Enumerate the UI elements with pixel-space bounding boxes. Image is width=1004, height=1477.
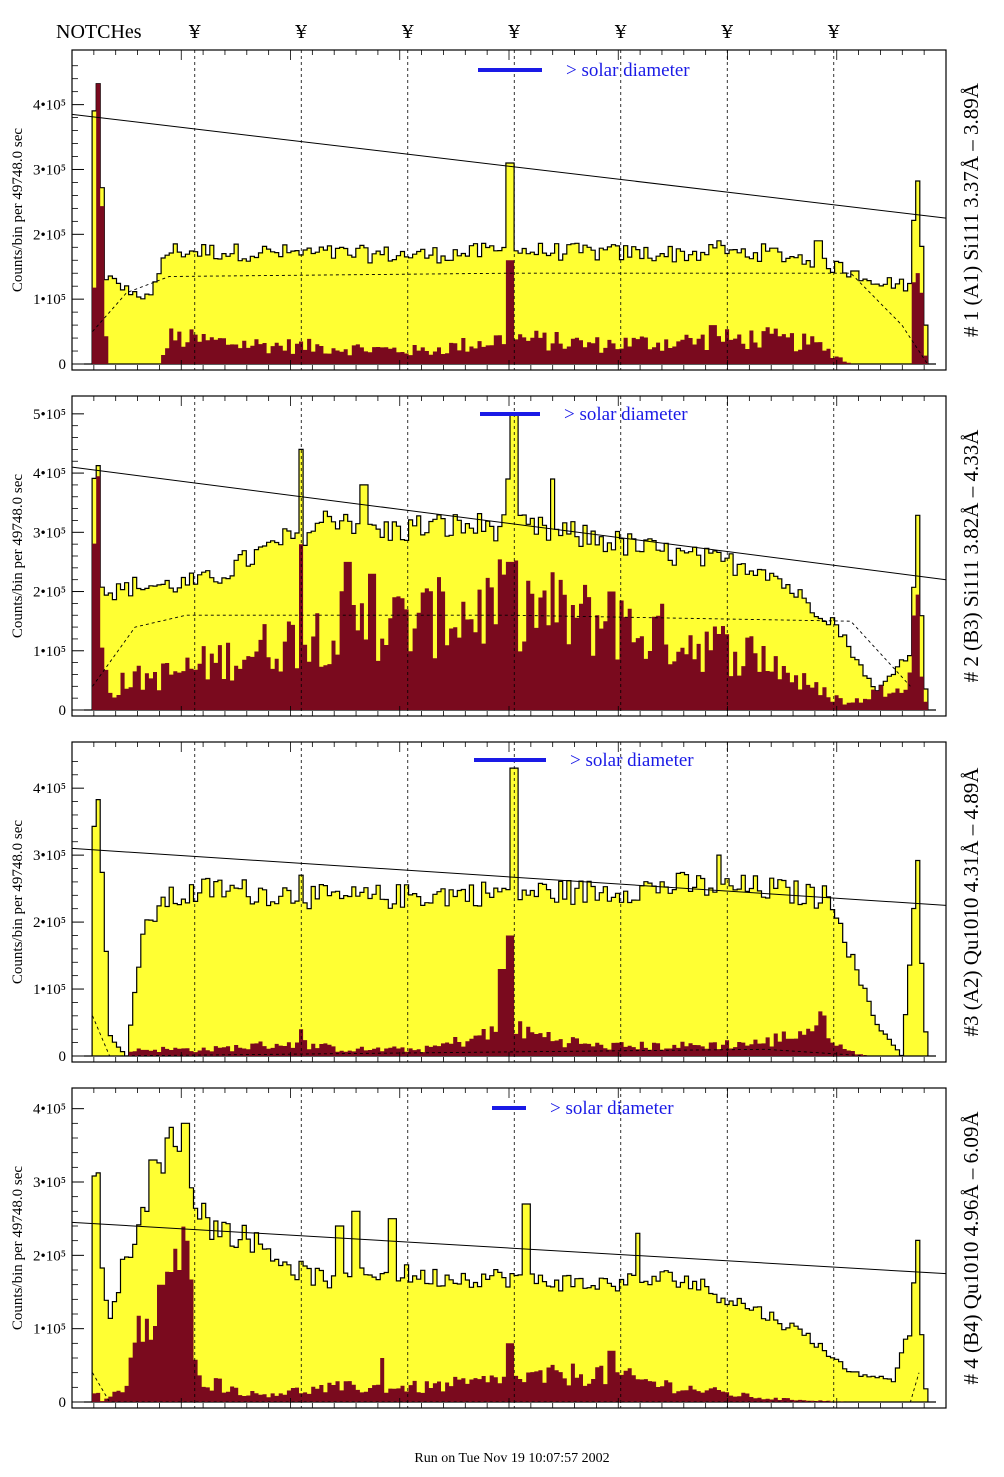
model-curve	[92, 1372, 920, 1403]
notch-marker: ¥	[721, 22, 734, 43]
model-curve	[92, 272, 928, 365]
y-tick-label: 4•10⁵	[33, 781, 66, 797]
fit-line	[71, 1221, 947, 1275]
y-tick-label: 1•10⁵	[33, 292, 66, 308]
panels: 0 1•10⁵ 2•10⁵ 3•10⁵ 4•10⁵ Counts/bin per 4974…	[10, 49, 983, 1411]
y-tick-label: 4•10⁵	[33, 1102, 66, 1118]
notch-markers: ¥ ¥ ¥ ¥ ¥ ¥ ¥	[188, 22, 840, 43]
y-tick-label: 3•10⁵	[33, 162, 66, 178]
y-axis-label: Counts/bin per 49748.0 sec	[10, 474, 26, 638]
dark-histogram	[84, 83, 936, 364]
y-tick-label: 0	[59, 1395, 67, 1411]
bright-histogram	[84, 83, 936, 365]
y-tick-label: 1•10⁵	[33, 982, 66, 998]
panel-title: # 4 (B4) Qu1010 4.96Å – 6.09Å	[959, 1111, 983, 1385]
model-curve	[92, 614, 911, 687]
y-tick-label: 5•10⁵	[33, 407, 66, 423]
y-axis-label: Counts/bin per 49748.0 sec	[10, 1166, 26, 1330]
y-axis-label: Counts/bin per 49748.0 sec	[10, 128, 26, 292]
run-timestamp: Run on Tue Nov 19 10:07:57 2002	[414, 1451, 609, 1466]
y-tick-label: 0	[59, 1049, 67, 1065]
dark-histogram	[84, 476, 936, 710]
panel-title: # 1 (A1) Si111 3.37Å – 3.89Å	[959, 82, 983, 337]
y-tick-label: 1•10⁵	[33, 644, 66, 660]
panel-title: #3 (A2) Qu1010 4.31Å – 4.89Å	[959, 767, 983, 1037]
notch-marker: ¥	[295, 22, 308, 43]
notch-marker: ¥	[508, 22, 521, 43]
model-curve	[92, 1015, 868, 1057]
dark-histogram	[84, 935, 936, 1056]
fit-line	[71, 113, 947, 219]
solar-diameter-label: > solar diameter	[564, 404, 688, 425]
y-axis-label: Counts/bin per 49748.0 sec	[10, 820, 26, 984]
fit-line	[71, 466, 947, 581]
bright-histogram	[84, 767, 936, 1057]
y-tick-label: 2•10⁵	[33, 585, 66, 601]
y-tick-label: 1•10⁵	[33, 1322, 66, 1338]
chart-panel-1: 0 1•10⁵ 2•10⁵ 3•10⁵ 4•10⁵ Counts/bin per 4974…	[10, 49, 983, 373]
notch-marker: ¥	[188, 22, 201, 43]
notch-marker: ¥	[614, 22, 627, 43]
y-tick-label: 4•10⁵	[33, 466, 66, 482]
y-tick-label: 4•10⁵	[33, 98, 66, 114]
dark-histogram	[84, 1226, 936, 1402]
notch-marker: ¥	[827, 22, 840, 43]
panel-title: # 2 (B3) Si111 3.82Å – 4.33Å	[959, 429, 983, 683]
y-tick-label: 0	[59, 703, 67, 719]
y-tick-label: 0	[59, 357, 67, 373]
y-tick-label: 2•10⁵	[33, 1248, 66, 1264]
y-tick-label: 3•10⁵	[33, 525, 66, 541]
y-tick-label: 3•10⁵	[33, 1175, 66, 1191]
chart-panel-4: 0 1•10⁵ 2•10⁵ 3•10⁵ 4•10⁵ Counts/bin per 4974…	[10, 1087, 983, 1411]
notch-marker: ¥	[401, 22, 414, 43]
notches-label: NOTCHes	[56, 21, 142, 43]
solar-diameter-label: > solar diameter	[566, 60, 690, 81]
y-tick-label: 3•10⁵	[33, 848, 66, 864]
fit-line	[71, 847, 947, 906]
solar-diameter-label: > solar diameter	[550, 1098, 674, 1119]
y-tick-label: 2•10⁵	[33, 915, 66, 931]
chart-panel-2: 0 1•10⁵ 2•10⁵ 3•10⁵ 4•10⁵ 5•10⁵ Counts/bin per…	[10, 395, 983, 719]
chart-panel-3: 0 1•10⁵ 2•10⁵ 3•10⁵ 4•10⁵ Counts/bin per 4974…	[10, 741, 983, 1065]
y-tick-label: 2•10⁵	[33, 227, 66, 243]
solar-diameter-label: > solar diameter	[570, 750, 694, 771]
